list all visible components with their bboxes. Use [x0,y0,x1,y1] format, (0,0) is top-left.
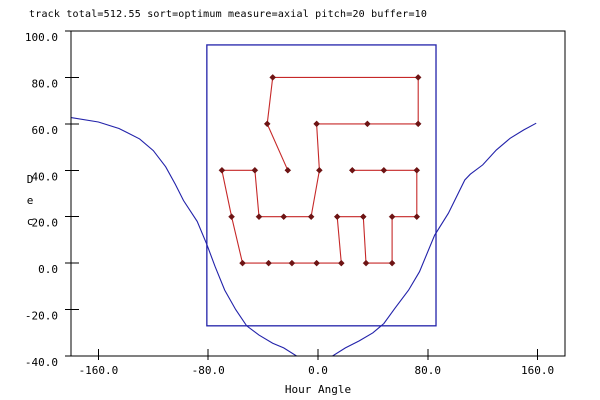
track-point [255,213,263,221]
x-tick-label: 80.0 [415,364,442,377]
track-path [221,76,419,264]
track-point [414,120,422,128]
track-point [313,120,320,128]
track-markers [218,74,422,267]
x-tick-label: -80.0 [192,364,225,377]
track-point [388,259,396,267]
y-axis-title-char: D [27,173,34,186]
axes-frame [70,30,566,357]
y-tick-label: 60.0 [32,124,59,137]
y-tick-label: -40.0 [25,356,58,369]
plot-title: track total=512.55 sort=optimum measure=… [29,9,428,20]
horizon-curve [71,117,537,356]
track-point [313,259,320,267]
track-point [380,166,388,174]
y-tick-label: 20.0 [32,217,59,230]
track-point [348,166,356,174]
y-axis-title-char: c [27,215,34,228]
boundary-box [206,44,437,327]
track-point [333,213,341,221]
track-point [228,213,235,221]
track-point [337,259,345,267]
track-point [251,166,259,174]
track-point [263,120,271,128]
x-tick-label: 160.0 [521,364,554,377]
y-tick-label: 80.0 [32,77,59,90]
track-point [284,166,292,174]
track-point [359,213,367,221]
x-tick-label: 0.0 [308,364,328,377]
x-tick-label: -160.0 [79,364,119,377]
track-point [265,259,272,267]
y-axis-title-char: e [27,194,34,207]
y-axis-title: Dec [27,173,34,228]
track-point [388,213,396,221]
track-point [316,166,323,174]
x-axis-title: Hour Angle [285,383,351,396]
track-point [362,259,370,267]
y-tick-label: 40.0 [32,170,59,183]
track-point [280,213,288,221]
track-point [218,166,226,174]
track-point [288,259,296,267]
track-point [413,213,421,221]
track-point [269,74,277,81]
track-point [307,213,315,221]
track-point [413,166,421,174]
y-tick-label: 0.0 [38,263,58,276]
y-tick-label: -20.0 [25,310,58,323]
y-tick-label: 100.0 [25,31,58,44]
track-point [364,120,371,128]
track-point [239,259,246,267]
track-point [414,74,422,81]
